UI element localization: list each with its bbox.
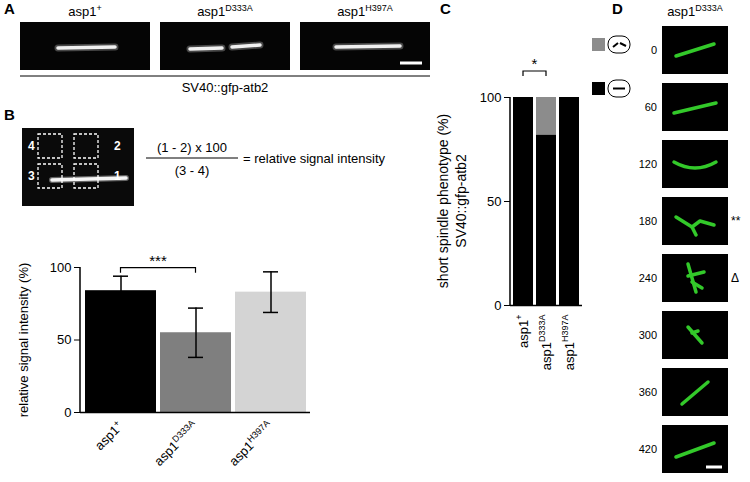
svg-text:A: A bbox=[4, 0, 15, 17]
svg-text:100: 100 bbox=[480, 90, 502, 105]
svg-text:asp1D333A: asp1D333A bbox=[197, 3, 253, 19]
svg-text:asp1+: asp1+ bbox=[68, 3, 101, 19]
svg-text:120: 120 bbox=[639, 158, 657, 170]
svg-text:***: *** bbox=[149, 252, 167, 269]
svg-text:240: 240 bbox=[639, 272, 657, 284]
svg-text:1: 1 bbox=[114, 169, 121, 183]
svg-text:0: 0 bbox=[651, 44, 657, 56]
svg-text:asp1+: asp1+ bbox=[514, 315, 530, 348]
svg-text:asp1H397A: asp1H397A bbox=[337, 3, 393, 19]
svg-text:asp1H397A: asp1H397A bbox=[560, 315, 576, 371]
svg-text:100: 100 bbox=[50, 260, 72, 275]
svg-text:D: D bbox=[612, 0, 623, 17]
svg-text:SV40::gfp-atb2: SV40::gfp-atb2 bbox=[453, 154, 469, 248]
svg-text:C: C bbox=[440, 0, 451, 17]
svg-text:2: 2 bbox=[114, 139, 121, 153]
svg-text:*: * bbox=[532, 55, 538, 72]
svg-text:300: 300 bbox=[639, 329, 657, 341]
svg-text:Δ: Δ bbox=[731, 271, 739, 285]
svg-text:B: B bbox=[4, 106, 15, 123]
svg-text:(1 - 2) x 100: (1 - 2) x 100 bbox=[157, 140, 227, 155]
svg-text:relative signal intensity (%): relative signal intensity (%) bbox=[16, 263, 31, 418]
svg-text:0: 0 bbox=[64, 405, 71, 420]
svg-text:asp1H397A: asp1H397A bbox=[225, 418, 276, 469]
svg-text:0: 0 bbox=[494, 298, 501, 313]
svg-text:asp1D333A: asp1D333A bbox=[150, 418, 201, 469]
svg-text:SV40::gfp-atb2: SV40::gfp-atb2 bbox=[182, 80, 269, 95]
svg-text:180: 180 bbox=[639, 215, 657, 227]
svg-text:(3 - 4): (3 - 4) bbox=[175, 163, 210, 178]
svg-text:50: 50 bbox=[57, 332, 71, 347]
svg-text:4: 4 bbox=[28, 139, 35, 153]
svg-text:= relative signal intensity: = relative signal intensity bbox=[243, 151, 385, 166]
svg-text:asp1D333A: asp1D333A bbox=[537, 315, 553, 371]
svg-text:asp1D333A: asp1D333A bbox=[667, 3, 723, 19]
svg-text:asp1+: asp1+ bbox=[91, 418, 126, 453]
svg-text:360: 360 bbox=[639, 386, 657, 398]
svg-text:50: 50 bbox=[487, 194, 501, 209]
svg-text:**: ** bbox=[731, 214, 741, 228]
svg-text:420: 420 bbox=[639, 443, 657, 455]
svg-text:3: 3 bbox=[28, 169, 35, 183]
svg-text:60: 60 bbox=[645, 101, 657, 113]
svg-text:short spindle phenotype (%): short spindle phenotype (%) bbox=[435, 114, 451, 288]
